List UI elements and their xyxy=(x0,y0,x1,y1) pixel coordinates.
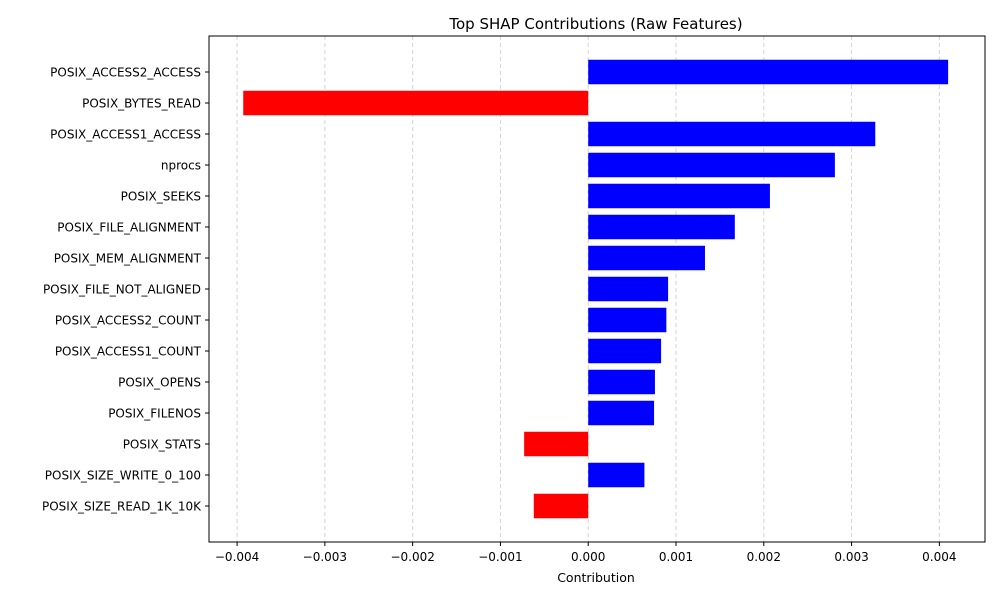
y-axis: POSIX_ACCESS2_ACCESS POSIX_BYTES_READ POSI… xyxy=(42,66,209,514)
x-axis: −0.004 −0.003 −0.002 −0.001 0.000 0.001 0.002 0… xyxy=(215,542,957,564)
y-tick-label: POSIX_BYTES_READ xyxy=(82,97,201,111)
y-tick-label: POSIX_ACCESS2_COUNT xyxy=(55,314,202,328)
x-axis-label: Contribution xyxy=(557,570,635,585)
bar-posix-stats xyxy=(524,431,589,457)
x-tick-label: −0.001 xyxy=(478,550,522,564)
x-tick-label: −0.004 xyxy=(215,550,259,564)
bar-posix-access1-count xyxy=(588,338,662,364)
x-tick-label: 0.003 xyxy=(834,550,868,564)
bar-posix-size-write-0-100 xyxy=(588,462,645,488)
bar-posix-access2-count xyxy=(588,307,667,333)
y-tick-label: POSIX_FILE_NOT_ALIGNED xyxy=(43,283,201,297)
bar-posix-opens xyxy=(588,369,655,395)
bar-posix-mem-alignment xyxy=(588,245,705,271)
x-tick-label: 0.000 xyxy=(571,550,605,564)
bar-posix-bytes-read xyxy=(243,90,589,116)
bar-posix-file-not-aligned xyxy=(588,276,669,302)
y-tick-label: POSIX_STATS xyxy=(123,438,201,452)
y-tick-label: POSIX_FILENOS xyxy=(108,407,201,421)
y-tick-label: POSIX_SIZE_READ_1K_10K xyxy=(42,500,202,514)
y-tick-label: POSIX_ACCESS2_ACCESS xyxy=(50,66,201,80)
y-tick-label: POSIX_ACCESS1_ACCESS xyxy=(50,128,201,142)
y-tick-label: POSIX_ACCESS1_COUNT xyxy=(55,345,202,359)
x-tick-label: 0.002 xyxy=(747,550,781,564)
x-tick-label: 0.001 xyxy=(659,550,693,564)
bar-layer xyxy=(243,59,949,519)
x-tick-label: −0.003 xyxy=(303,550,347,564)
y-tick-label: POSIX_SIZE_WRITE_0_100 xyxy=(45,469,201,483)
chart-title: Top SHAP Contributions (Raw Features) xyxy=(448,15,742,33)
bar-posix-size-read-1k-10k xyxy=(533,493,589,519)
y-tick-label: POSIX_MEM_ALIGNMENT xyxy=(54,252,202,266)
x-tick-label: −0.002 xyxy=(390,550,434,564)
bar-posix-filenos xyxy=(588,400,655,426)
y-tick-label: POSIX_SEEKS xyxy=(121,190,201,204)
bar-posix-access2-access xyxy=(588,59,949,85)
bar-nprocs xyxy=(588,152,835,178)
y-tick-label: POSIX_OPENS xyxy=(118,376,201,390)
bar-posix-seeks xyxy=(588,183,770,209)
x-tick-label: 0.004 xyxy=(922,550,956,564)
y-tick-label: nprocs xyxy=(161,159,201,173)
bar-posix-file-alignment xyxy=(588,214,735,240)
bar-posix-access1-access xyxy=(588,121,876,147)
y-tick-label: POSIX_FILE_ALIGNMENT xyxy=(57,221,201,235)
